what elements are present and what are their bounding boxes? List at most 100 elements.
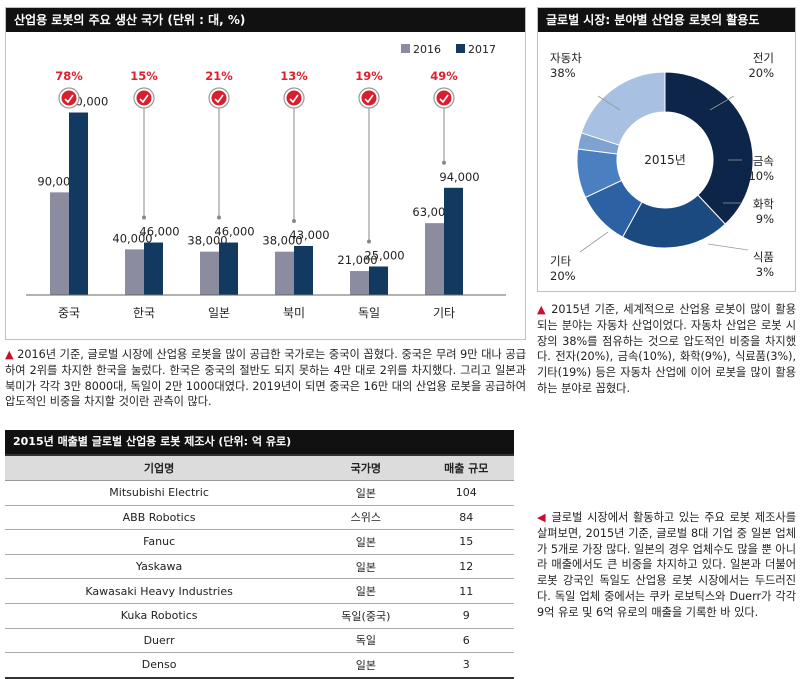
country-cell: 일본 xyxy=(313,529,419,555)
country-cell: 일본 xyxy=(313,554,419,580)
legend-swatch-2016 xyxy=(401,44,410,53)
country-cell: 독일 xyxy=(313,628,419,654)
revenue-cell: 6 xyxy=(418,628,514,654)
bar-value-label: 21,000 xyxy=(337,253,377,267)
growth-percent-label: 15% xyxy=(130,69,158,83)
bar-value-label: 40,000 xyxy=(112,231,152,245)
growth-badge-icon xyxy=(136,90,152,106)
donut-leader-line xyxy=(709,95,735,111)
bar-2016 xyxy=(425,223,444,295)
bar-value-label: 94,000 xyxy=(439,170,479,184)
bar-2016 xyxy=(350,271,369,295)
revenue-cell: 11 xyxy=(418,578,514,604)
column-header-revenue: 매출 규모 xyxy=(418,454,514,481)
legend-label-2016: 2016 xyxy=(413,43,441,56)
table-row: Mitsubishi Electric 일본 104 xyxy=(5,480,514,506)
bar-2017 xyxy=(369,266,388,295)
donut-slice-value: 20% xyxy=(550,269,576,283)
leader-dot xyxy=(292,218,296,223)
revenue-cell: 104 xyxy=(418,480,514,506)
donut-slice-name: 화학 xyxy=(753,197,775,211)
manufacturer-table-panel: 2015년 매출별 글로벌 산업용 로봇 제조사 (단위: 억 유로) 기업명 … xyxy=(5,430,514,679)
donut-slice-name: 전기 xyxy=(753,51,774,65)
leader-dot xyxy=(217,215,221,220)
company-cell: Fanuc xyxy=(5,529,314,555)
growth-percent-label: 21% xyxy=(205,69,233,83)
check-icon xyxy=(289,94,299,104)
growth-percent-label: 19% xyxy=(355,69,383,83)
table-row: Kawasaki Heavy Industries 일본 11 xyxy=(5,578,514,604)
manufacturer-table-title: 2015년 매출별 글로벌 산업용 로봇 제조사 (단위: 억 유로) xyxy=(5,430,514,454)
donut-leader-line xyxy=(579,231,609,253)
legend-label-2017: 2017 xyxy=(468,43,496,56)
column-header-country: 국가명 xyxy=(313,454,419,481)
bar-2016 xyxy=(50,192,69,295)
production-chart-title: 산업용 로봇의 주요 생산 국가 (단위 : 대, %) xyxy=(6,8,525,32)
company-cell: Yaskawa xyxy=(5,554,314,580)
growth-badge-icon xyxy=(361,90,377,106)
donut-slice-5 xyxy=(580,71,666,146)
table-row: Denso 일본 3 xyxy=(5,652,514,679)
caption-marker-icon: ▲ xyxy=(537,303,547,316)
bar-value-label: 43,000 xyxy=(289,228,329,242)
production-bar-chart: 2016 201790,000160,00078%중국40,00046,00015… xyxy=(26,43,506,320)
check-icon xyxy=(214,94,224,104)
donut-center-label: 2015년 xyxy=(644,153,686,167)
table-row: ABB Robotics 스위스 84 xyxy=(5,505,514,531)
table-row: Yaskawa 일본 12 xyxy=(5,554,514,580)
country-cell: 일본 xyxy=(313,578,419,604)
bar-2017 xyxy=(69,112,88,295)
bar-2016 xyxy=(200,251,219,295)
check-icon xyxy=(139,94,149,104)
bar-value-label: 46,000 xyxy=(214,225,254,239)
table-row: Fanuc 일본 15 xyxy=(5,529,514,555)
growth-badge-icon xyxy=(286,90,302,106)
caption-marker-icon: ▲ xyxy=(5,348,14,361)
usage-chart-panel: 글로벌 시장: 분야별 산업용 로봇의 활용도 2015년 자동차 38% 전기 20%… xyxy=(537,7,796,292)
country-cell: 독일(중국) xyxy=(313,603,419,629)
company-cell: Duerr xyxy=(5,628,314,654)
category-label: 한국 xyxy=(133,306,155,320)
company-cell: Denso xyxy=(5,652,314,679)
company-cell: ABB Robotics xyxy=(5,505,314,531)
country-cell: 스위스 xyxy=(313,505,419,531)
category-label: 일본 xyxy=(208,306,230,320)
donut-slice-value: 38% xyxy=(550,66,576,80)
leader-dot xyxy=(367,239,371,244)
production-chart-panel: 산업용 로봇의 주요 생산 국가 (단위 : 대, %) 2016 2017 90,… xyxy=(5,7,526,340)
bar-value-label: 90,000 xyxy=(37,174,77,188)
caption-marker-icon: ◀ xyxy=(537,511,547,524)
company-cell: Kawasaki Heavy Industries xyxy=(5,578,314,604)
growth-percent-label: 78% xyxy=(55,69,83,83)
manufacturer-caption: ◀ 글로벌 시장에서 활동하고 있는 주요 로봇 제조사를 살펴보면, 2015… xyxy=(537,511,796,619)
leader-dot xyxy=(142,215,146,220)
bar-value-label: 38,000 xyxy=(262,234,302,248)
growth-badge-icon xyxy=(211,90,227,106)
bar-value-label: 63,000 xyxy=(412,205,452,219)
donut-slice-0 xyxy=(664,71,754,225)
leader-dot xyxy=(442,160,446,165)
donut-slice-value: 9% xyxy=(756,212,774,226)
bar-2016 xyxy=(275,251,294,295)
revenue-cell: 15 xyxy=(418,529,514,555)
bar-2017 xyxy=(294,245,313,295)
bar-value-label: 25,000 xyxy=(364,248,404,262)
company-cell: Mitsubishi Electric xyxy=(5,480,314,506)
category-label: 북미 xyxy=(283,306,305,320)
check-icon xyxy=(64,94,74,104)
donut-slice-value: 20% xyxy=(748,66,774,80)
category-label: 독일 xyxy=(358,306,380,320)
growth-percent-label: 13% xyxy=(280,69,308,83)
company-cell: Kuka Robotics xyxy=(5,603,314,629)
donut-slice-value: 3% xyxy=(756,265,774,279)
growth-badge-icon xyxy=(436,90,452,106)
category-label: 기타 xyxy=(433,306,455,320)
donut-leader-line xyxy=(707,243,749,251)
donut-slice-name: 금속 xyxy=(753,154,774,168)
bar-2016 xyxy=(125,249,144,295)
column-header-company: 기업명 xyxy=(5,454,314,481)
bar-2017 xyxy=(219,242,238,295)
category-label: 중국 xyxy=(58,306,80,320)
table-row: Duerr 독일 6 xyxy=(5,628,514,654)
